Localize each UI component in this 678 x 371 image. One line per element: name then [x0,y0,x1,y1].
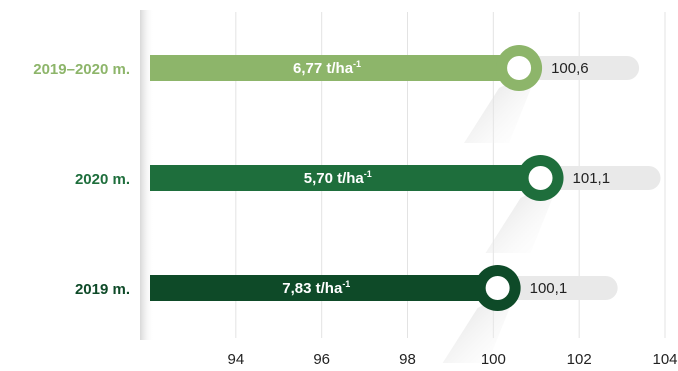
value-label: 100,1 [530,280,568,297]
x-axis-ticks: 94 96 98 100 102 104 [227,351,677,368]
bar-row: 101,1 5,70 t/ha-1 [150,155,661,253]
value-pill [497,276,618,300]
bar-label-main: 5,70 t/ha [304,170,365,187]
bar-end-marker-hole [485,276,510,300]
x-tick-label: 94 [227,351,244,368]
category-label: 2020 m. [75,171,130,188]
bar-end-marker-hole [507,56,532,80]
bar-label-sup: -1 [342,279,350,289]
bar-label: 7,83 t/ha-1 [282,279,350,297]
bar-label-main: 6,77 t/ha [293,60,354,77]
x-tick-label: 104 [652,351,677,368]
category-labels: 2019–2020 m. 2020 m. 2019 m. [33,61,130,298]
x-tick-label: 98 [399,351,416,368]
bar-label-main: 7,83 t/ha [282,280,343,297]
x-tick-label: 102 [567,351,592,368]
bar-label-sup: -1 [364,169,372,179]
bar-label: 5,70 t/ha-1 [304,169,372,187]
value-label: 100,6 [551,60,589,77]
bar [150,275,498,301]
bar [150,55,520,81]
axis-shadow [140,10,154,340]
bar-label-sup: -1 [353,59,361,69]
value-label: 101,1 [573,170,611,187]
x-tick-label: 100 [481,351,506,368]
x-tick-label: 96 [313,351,330,368]
value-pill [519,56,640,80]
bar-row: 100,1 7,83 t/ha-1 [150,265,618,363]
bar [150,165,541,191]
value-pill [540,166,661,190]
category-label: 2019 m. [75,281,130,298]
bar-row: 100,6 6,77 t/ha-1 [150,45,640,143]
category-label: 2019–2020 m. [33,61,130,78]
bar-label: 6,77 t/ha-1 [293,59,361,77]
bar-end-marker-hole [528,166,553,190]
